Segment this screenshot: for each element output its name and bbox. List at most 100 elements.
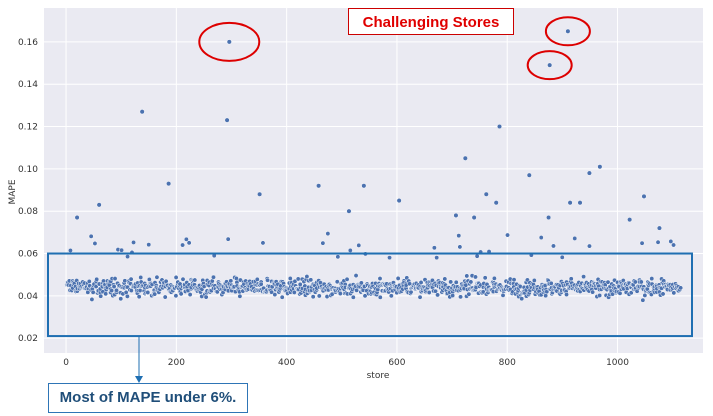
data-point [627,217,633,223]
data-points [64,28,684,303]
data-point [564,292,569,297]
challenging-stores-callout: Challenging Stores [348,8,514,35]
data-point [295,276,301,282]
mape-under-6-callout: Most of MAPE under 6%. [48,383,248,413]
plot-area [44,8,703,353]
data-point [531,278,537,283]
data-point [418,280,424,285]
grid [44,8,703,353]
data-point [640,297,646,303]
data-point [335,254,341,260]
data-point [103,291,109,297]
data-point [655,239,661,245]
annotations [47,16,693,383]
data-point [180,242,186,248]
data-point [473,274,478,280]
y-tick-label: 0.10 [18,165,38,175]
data-point [417,294,423,300]
data-point [396,198,402,204]
data-point [86,279,92,284]
data-point [325,231,331,237]
data-point [192,277,198,283]
data-point [431,245,437,251]
data-point [471,214,477,221]
data-point [358,280,364,286]
data-point [344,276,350,282]
data-point [572,235,578,241]
data-point [511,277,517,283]
data-point [137,288,143,293]
data-point [435,292,441,298]
data-point [656,225,662,231]
y-tick-label: 0.16 [18,38,38,48]
data-point [118,296,124,302]
data-point [310,294,316,300]
data-point [291,289,297,295]
data-point [500,292,506,298]
data-point [254,276,260,282]
data-point [304,274,310,279]
data-point [347,247,353,253]
data-point [92,241,98,246]
data-point [671,290,677,296]
data-point [287,276,293,281]
data-point [361,183,367,189]
x-axis-title: store [367,371,390,381]
data-point [146,242,152,248]
callout-arrowhead [135,376,143,383]
data-point [211,274,216,280]
y-tick-label: 0.08 [18,207,38,217]
y-axis-ticks: 0.02 0.04 0.06 0.08 0.10 0.12 0.14 0.16 [18,38,38,344]
data-point [458,294,463,300]
data-point [590,289,596,295]
y-tick-label: 0.14 [18,80,38,90]
y-tick-label: 0.04 [18,292,38,302]
data-point [258,281,264,287]
data-point [162,294,168,300]
data-point [466,291,472,297]
data-point [493,200,499,206]
data-point [617,290,623,296]
data-point [131,239,137,245]
data-point [272,292,278,298]
x-axis-ticks: 0 200 400 600 800 1000 [63,358,629,368]
data-point [265,277,271,283]
data-point [586,170,592,176]
data-point [597,293,603,298]
data-point [112,276,118,282]
data-point [639,240,645,246]
data-point [597,164,603,170]
data-point [483,191,489,197]
data-point [356,242,362,248]
data-point [224,117,230,123]
data-point [457,244,463,250]
data-point [442,276,448,282]
data-point [98,293,104,299]
data-point [124,293,130,299]
data-point [138,275,144,280]
data-point [122,278,128,284]
data-point [114,287,119,293]
data-point [316,183,322,189]
x-tick-label: 200 [168,358,185,368]
data-point [346,208,352,214]
data-point [226,39,232,45]
data-point [632,279,638,285]
y-tick-label: 0.06 [18,250,38,260]
data-point [128,276,134,282]
data-point [433,288,438,294]
data-point [225,236,231,242]
data-point [456,233,462,239]
data-point [577,200,583,206]
data-point [551,243,556,249]
data-point [660,291,666,297]
data-point [587,243,592,249]
data-point [119,247,124,253]
data-point [180,276,186,282]
data-point [187,292,193,298]
data-point [186,240,192,246]
data-point [94,276,100,282]
data-point [337,291,343,297]
data-point [628,290,634,296]
data-point [462,155,468,161]
